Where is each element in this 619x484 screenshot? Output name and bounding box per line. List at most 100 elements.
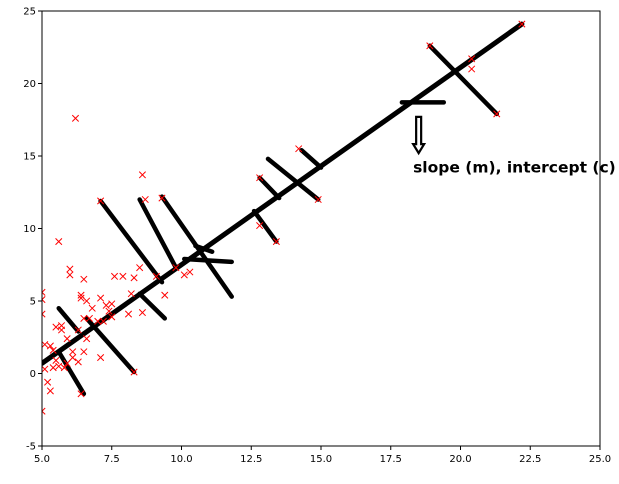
data-point	[127, 290, 135, 298]
fit-line	[42, 21, 525, 366]
residual-segment	[56, 306, 81, 334]
y-tick-label: 0	[30, 369, 36, 380]
data-point	[63, 359, 71, 367]
data-point	[71, 114, 80, 122]
data-point	[97, 197, 105, 205]
data-point	[77, 294, 85, 302]
data-points	[42, 20, 526, 415]
data-point	[52, 323, 60, 331]
data-point	[272, 237, 280, 246]
data-point	[99, 317, 107, 325]
data-point	[314, 195, 322, 204]
fit-line-group	[42, 21, 525, 366]
data-point	[138, 171, 146, 179]
data-point	[426, 42, 434, 50]
y-tick-label: 20	[23, 79, 36, 90]
data-point	[52, 356, 60, 365]
x-tick-label: 17.5	[380, 454, 402, 465]
data-point	[46, 342, 54, 350]
data-point	[42, 407, 46, 415]
residual-segment	[56, 349, 87, 397]
data-point	[42, 310, 46, 318]
data-point	[42, 295, 46, 304]
data-point	[77, 390, 85, 398]
y-tick-label: 25	[23, 7, 36, 18]
annotation-arrow	[411, 115, 427, 156]
data-point	[83, 335, 91, 343]
data-point	[102, 301, 110, 309]
data-point	[69, 353, 77, 362]
residual-segment	[257, 175, 282, 201]
data-point	[83, 297, 91, 305]
data-point	[85, 314, 93, 322]
data-point	[152, 272, 160, 280]
residual-segment	[427, 43, 500, 117]
data-point	[74, 326, 82, 334]
data-point	[110, 272, 119, 280]
data-point	[49, 364, 57, 372]
data-point	[295, 145, 303, 153]
data-point	[46, 387, 54, 395]
data-point	[77, 291, 85, 299]
residual-segment	[265, 156, 321, 202]
data-point	[55, 237, 63, 246]
data-point	[97, 294, 105, 302]
x-tick-label: 7.5	[104, 454, 120, 465]
x-tick-label: 12.5	[240, 454, 262, 465]
data-point	[74, 358, 82, 366]
data-point	[468, 55, 476, 63]
residual-segment	[137, 291, 168, 321]
data-point	[256, 174, 264, 182]
data-point	[141, 195, 149, 204]
residual-segment	[137, 197, 179, 270]
data-point	[55, 362, 63, 370]
x-tick-label: 22.5	[519, 454, 541, 465]
y-tick-label: 5	[30, 297, 36, 308]
data-point	[108, 313, 116, 321]
data-point	[468, 65, 476, 73]
data-point	[130, 368, 138, 376]
residual-segment	[299, 147, 324, 170]
data-point	[49, 346, 57, 354]
data-point	[136, 264, 144, 272]
data-point	[80, 314, 88, 322]
data-point	[94, 317, 102, 325]
data-point	[42, 288, 46, 296]
data-point	[119, 272, 127, 280]
data-point	[80, 348, 88, 356]
x-tick-label: 15.0	[310, 454, 332, 465]
plot-frame	[41, 10, 601, 447]
data-point	[80, 275, 88, 283]
data-point	[158, 194, 166, 202]
x-tick-label: 10.0	[170, 454, 192, 465]
data-point	[256, 222, 264, 230]
x-tick-label: 20.0	[449, 454, 471, 465]
y-tick-label: -5	[26, 442, 36, 453]
annotation-text: slope (m), intercept (c)	[413, 159, 616, 177]
axis-ticks: 5.0 7.5 10.0 12.5 15.0 17.5 20.0 22.5 25.0 -5 0 5 10…	[23, 7, 611, 466]
y-tick-label: 15	[23, 152, 36, 163]
x-tick-label: 25.0	[589, 454, 611, 465]
data-point	[69, 348, 77, 356]
data-point	[88, 304, 96, 312]
data-point	[180, 271, 188, 279]
data-point	[57, 322, 66, 330]
data-point	[105, 307, 113, 315]
data-point	[42, 340, 49, 349]
residual-segment	[251, 208, 279, 244]
data-point	[130, 274, 138, 282]
residual-lines	[56, 43, 500, 397]
data-point	[124, 310, 133, 318]
data-point	[186, 268, 194, 276]
data-point	[63, 335, 71, 343]
data-point	[138, 309, 146, 317]
x-tick-label: 5.0	[34, 454, 50, 465]
data-point	[44, 378, 52, 386]
data-point	[97, 353, 105, 362]
data-point	[172, 264, 180, 272]
y-tick-label: 10	[23, 224, 36, 235]
annotation: slope (m), intercept (c)	[411, 115, 616, 177]
data-point	[493, 110, 501, 118]
data-point	[108, 300, 116, 308]
